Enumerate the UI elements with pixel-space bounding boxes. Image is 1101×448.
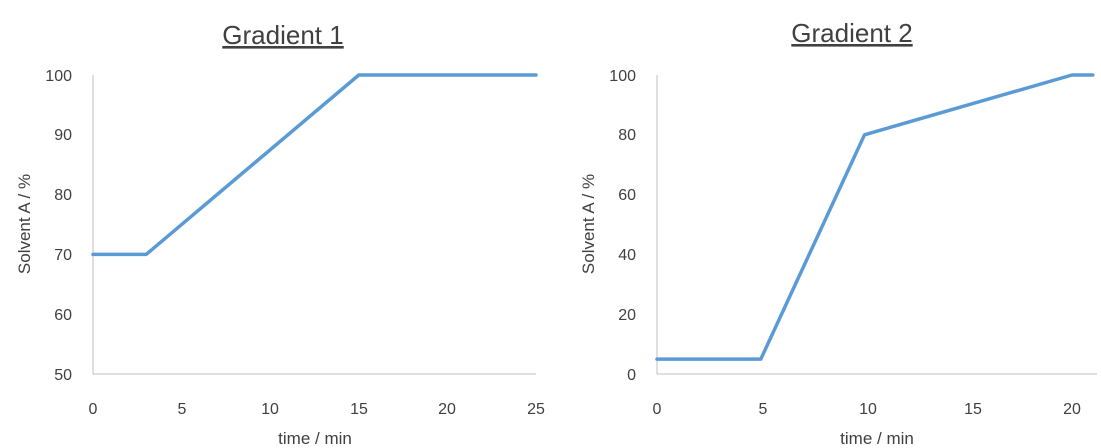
chart-1-title: Gradient 1 bbox=[222, 20, 343, 50]
chart-2-y-tick: 0 bbox=[627, 367, 636, 384]
chart-2-y-tick: 100 bbox=[609, 68, 636, 85]
chart-1-x-tick: 10 bbox=[261, 401, 279, 418]
chart-2-y-tick: 80 bbox=[618, 127, 636, 144]
chart-1-y-tick: 90 bbox=[54, 127, 72, 144]
chart-2-y-tick-labels: 0 20 40 60 80 100 bbox=[609, 68, 636, 384]
chart-2-x-axis-label: time / min bbox=[840, 429, 914, 448]
chart-2-y-axis-label: Solvent A / % bbox=[579, 174, 598, 274]
chart-gradient-2: Gradient 2 0 20 40 60 80 100 0 5 10 15 2… bbox=[579, 18, 1097, 448]
chart-1-y-tick-labels: 50 60 70 80 90 100 bbox=[45, 68, 72, 384]
chart-2-x-tick: 20 bbox=[1063, 401, 1081, 418]
chart-2-y-tick: 60 bbox=[618, 187, 636, 204]
chart-1-x-axis-label: time / min bbox=[278, 429, 352, 448]
chart-gradient-1: Gradient 1 50 60 70 80 90 100 0 5 10 15 … bbox=[15, 20, 545, 448]
chart-2-x-tick-labels: 0 5 10 15 20 bbox=[653, 401, 1081, 418]
chart-2-y-tick: 40 bbox=[618, 247, 636, 264]
chart-2-y-tick: 20 bbox=[618, 307, 636, 324]
chart-1-y-tick: 100 bbox=[45, 68, 72, 85]
chart-1-x-tick: 0 bbox=[89, 401, 98, 418]
chart-2-title: Gradient 2 bbox=[791, 18, 912, 48]
chart-1-series-line bbox=[91, 73, 538, 257]
chart-2-series-line bbox=[655, 73, 1095, 361]
chart-1-x-tick: 20 bbox=[438, 401, 456, 418]
chart-1-x-tick: 15 bbox=[350, 401, 368, 418]
chart-2-x-tick: 5 bbox=[759, 401, 768, 418]
chart-1-x-tick: 25 bbox=[527, 401, 545, 418]
chart-2-x-tick: 0 bbox=[653, 401, 662, 418]
chart-1-y-tick: 80 bbox=[54, 187, 72, 204]
chart-1-y-tick: 70 bbox=[54, 247, 72, 264]
chart-1-x-tick-labels: 0 5 10 15 20 25 bbox=[89, 401, 545, 418]
chart-2-x-tick: 15 bbox=[964, 401, 982, 418]
chart-1-x-tick: 5 bbox=[178, 401, 187, 418]
chart-2-x-tick: 10 bbox=[859, 401, 877, 418]
chart-1-y-axis-label: Solvent A / % bbox=[15, 174, 34, 274]
chart-1-y-tick: 50 bbox=[54, 367, 72, 384]
chart-1-y-tick: 60 bbox=[54, 307, 72, 324]
